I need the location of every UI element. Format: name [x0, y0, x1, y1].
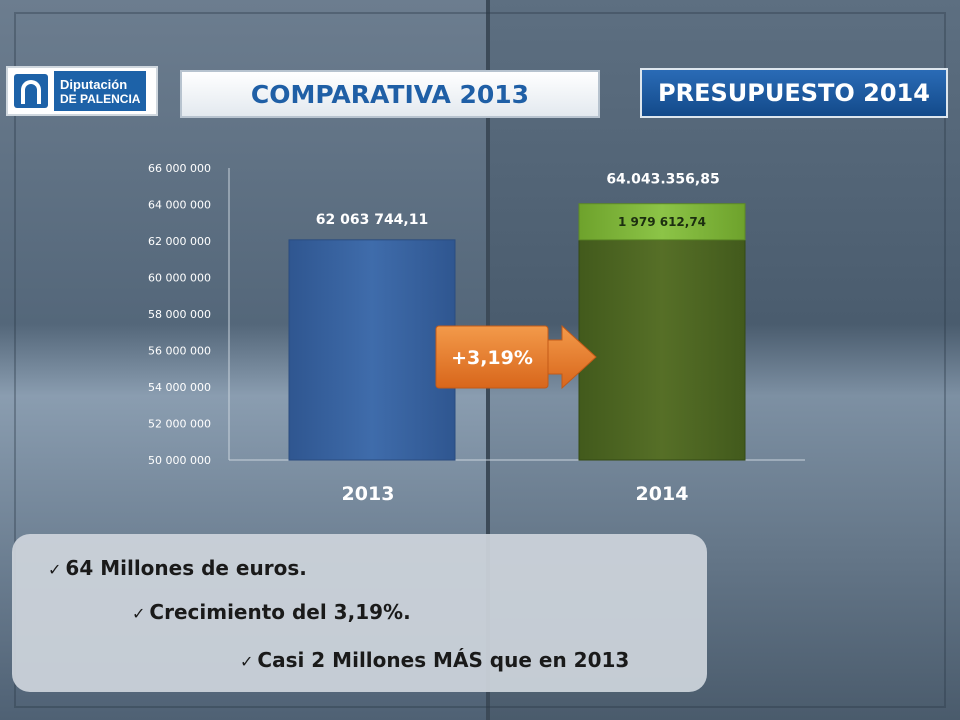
logo-arch-icon [14, 74, 48, 108]
y-tick-label: 64 000 000 [148, 199, 211, 212]
arrow-icon [547, 324, 597, 390]
y-tick-label: 58 000 000 [148, 308, 211, 321]
bar-2014-increment [578, 203, 746, 241]
y-tick-label: 54 000 000 [148, 381, 211, 394]
logo-line-2: DE PALENCIA [60, 91, 141, 106]
check-icon: ✓ [240, 652, 254, 671]
comparativa-title: COMPARATIVA 2013 [180, 70, 600, 118]
bar-2013 [288, 239, 456, 461]
bar-2014 [578, 239, 746, 461]
check-icon: ✓ [132, 604, 146, 623]
bullet-text: Crecimiento del 3,19%. [149, 600, 411, 624]
logo-line-1: Diputación [60, 76, 128, 92]
check-icon: ✓ [48, 560, 62, 579]
percent-label: +3,19% [451, 347, 533, 369]
y-tick-label: 66 000 000 [148, 162, 211, 175]
diputacion-logo: Diputación DE PALENCIA [6, 66, 158, 116]
increment-label: 1 979 612,74 [618, 215, 706, 229]
value-label-2013: 62 063 744,11 [316, 212, 428, 228]
y-tick-label: 60 000 000 [148, 272, 211, 285]
y-tick-label: 62 000 000 [148, 235, 211, 248]
y-tick-label: 52 000 000 [148, 418, 211, 431]
background-frame [14, 12, 946, 708]
bullet-item: ✓ Casi 2 Millones MÁS que en 2013 [240, 648, 629, 672]
bullet-item: ✓ 64 Millones de euros. [48, 556, 307, 580]
bullet-item: ✓ Crecimiento del 3,19%. [132, 600, 411, 624]
percent-badge [435, 325, 549, 389]
y-tick-label: 50 000 000 [148, 454, 211, 467]
summary-box: ✓ 64 Millones de euros. ✓ Crecimiento del … [12, 534, 707, 692]
bullet-text: Casi 2 Millones MÁS que en 2013 [257, 648, 630, 672]
logo-text: Diputación DE PALENCIA [54, 71, 147, 111]
bullet-text: 64 Millones de euros. [65, 556, 307, 580]
category-label-2013: 2013 [342, 483, 395, 505]
presupuesto-title: PRESUPUESTO 2014 [640, 68, 948, 118]
value-label-2014: 64.043.356,85 [606, 172, 719, 188]
y-tick-label: 56 000 000 [148, 345, 211, 358]
category-label-2014: 2014 [636, 483, 689, 505]
